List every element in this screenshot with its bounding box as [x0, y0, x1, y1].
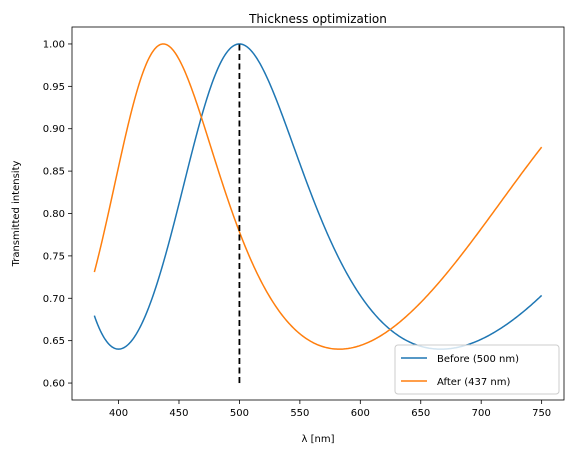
- y-axis: 0.60 0.65 0.70 0.75 0.80 0.85 0.90 0.95 1.00: [43, 39, 72, 390]
- y-axis-label: Transmitted intensity: [11, 161, 22, 268]
- y-tick-label: 0.85: [43, 167, 65, 178]
- chart-title: Thickness optimization: [248, 12, 387, 26]
- y-tick-label: 0.60: [43, 379, 65, 390]
- x-tick-label: 400: [109, 408, 128, 419]
- x-axis-label: λ [nm]: [302, 434, 335, 445]
- x-tick-label: 450: [169, 408, 188, 419]
- x-tick-label: 500: [230, 408, 249, 419]
- x-tick-label: 700: [472, 408, 491, 419]
- legend-box: [394, 344, 560, 395]
- y-tick-label: 0.70: [43, 294, 65, 305]
- legend-label-after: After (437 nm): [437, 377, 510, 388]
- y-tick-label: 0.90: [43, 124, 65, 135]
- y-tick-label: 0.65: [43, 336, 65, 347]
- x-tick-label: 550: [290, 408, 309, 419]
- y-tick-label: 0.80: [43, 209, 65, 220]
- x-tick-label: 600: [351, 408, 370, 419]
- y-tick-label: 0.75: [43, 251, 65, 262]
- plot-area: [72, 27, 564, 400]
- y-tick-label: 1.00: [43, 39, 65, 50]
- x-tick-label: 750: [532, 408, 551, 419]
- x-axis: 400 450 500 550 600 650 700 750: [109, 400, 551, 419]
- series-line-after: [93, 43, 543, 350]
- legend: Before (500 nm) After (437 nm): [394, 344, 560, 395]
- x-tick-label: 650: [411, 408, 430, 419]
- legend-label-before: Before (500 nm): [437, 354, 519, 365]
- y-tick-label: 0.95: [43, 82, 65, 93]
